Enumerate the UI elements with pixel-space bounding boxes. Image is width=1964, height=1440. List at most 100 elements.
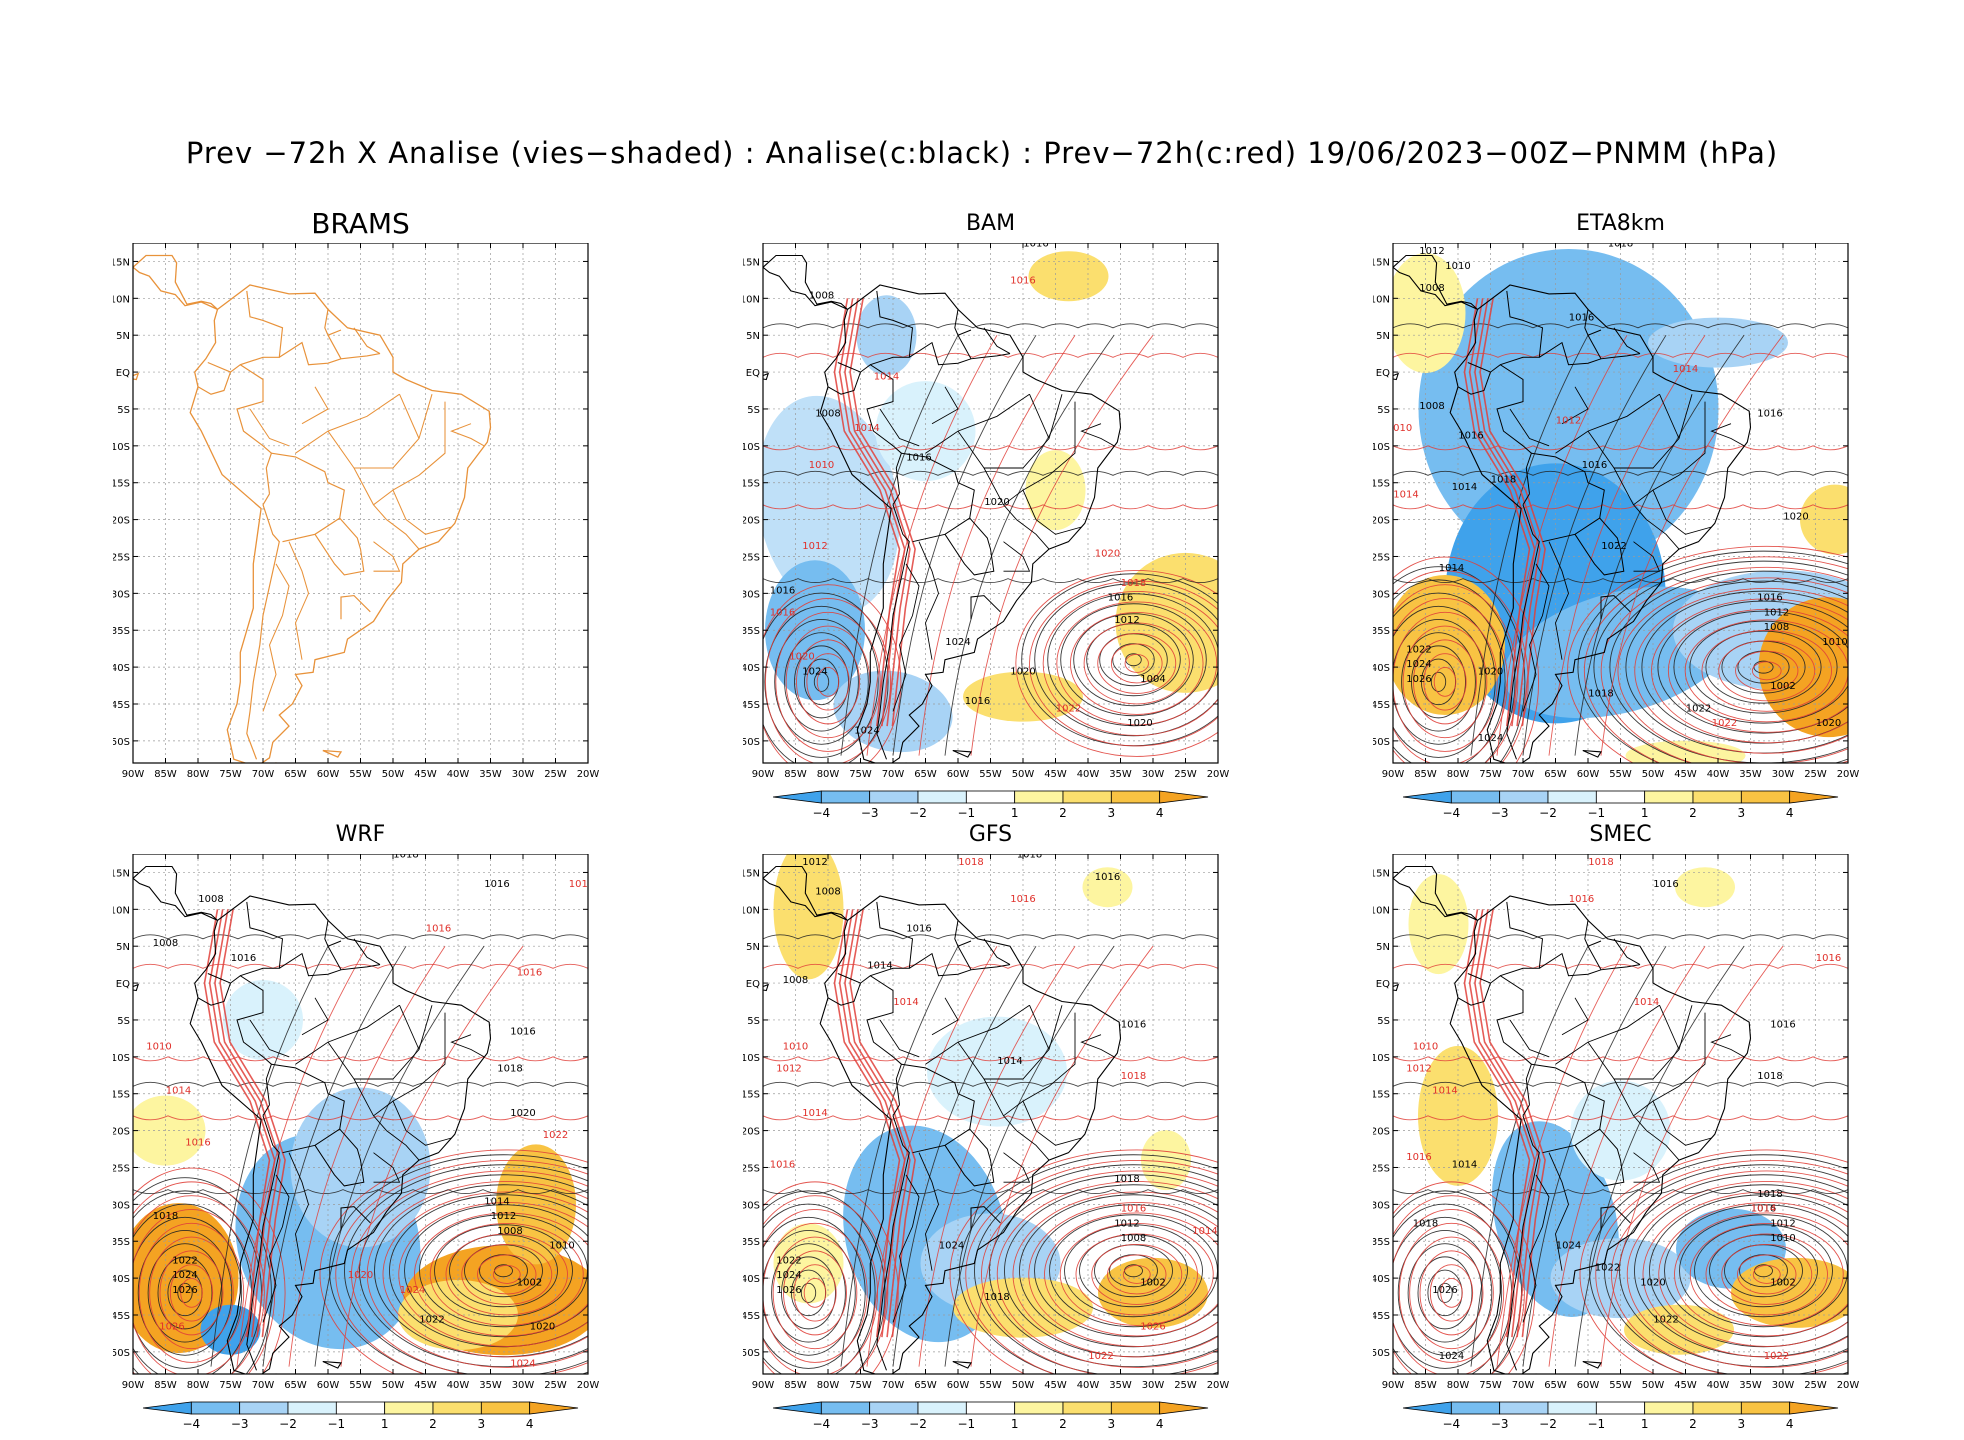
contour-label: 1010 xyxy=(1413,1041,1438,1052)
colorbar-label: −4 xyxy=(182,1417,200,1431)
country-border xyxy=(1467,973,1532,1105)
forecast-isobar-low xyxy=(1595,1160,1848,1374)
contour-label: 1024 xyxy=(1406,659,1431,670)
contour-label: 1026 xyxy=(172,1285,197,1296)
isobar xyxy=(1470,945,1589,1367)
coastline xyxy=(819,284,1122,763)
contour-label: 1022 xyxy=(1764,1351,1789,1362)
andes-contour xyxy=(208,909,276,1338)
state-border xyxy=(450,1034,485,1058)
forecast-isobar-high xyxy=(1393,570,1529,763)
contour-label: 1024 xyxy=(939,1241,964,1252)
map-brams: 15N 10N 5N EQ 5S 10S 15S 20S 25S 30S 35S 40S 45S 50S 9… xyxy=(113,243,599,780)
lat-tick-label: 10S xyxy=(113,442,130,453)
forecast-isobar-high xyxy=(1429,1264,1474,1322)
colorbar-swatch xyxy=(1692,1401,1742,1415)
analysis-isobar-low xyxy=(329,1154,588,1374)
coastline xyxy=(1449,895,1752,1374)
lat-tick-label: 5N xyxy=(1376,942,1390,953)
isobar xyxy=(763,445,1218,451)
contour-label: 1024 xyxy=(854,725,879,736)
lon-tick-label: 35W xyxy=(1739,1380,1762,1391)
contour-label: 1024 xyxy=(172,1270,197,1281)
forecast-isobar-low xyxy=(492,1264,521,1284)
lat-tick-label: 45S xyxy=(113,1311,130,1322)
contour-label: 1018 xyxy=(1121,1071,1146,1082)
country-border xyxy=(957,334,972,360)
contour-label: 1016 xyxy=(426,923,451,934)
colorbar-label: 1 xyxy=(1011,806,1019,820)
contour-label: 1016 xyxy=(1121,1019,1146,1030)
lon-tick-label: 65W xyxy=(1544,1380,1567,1391)
coastline xyxy=(189,895,492,1374)
lon-tick-label: 30W xyxy=(1772,769,1795,780)
contour-label: 1014 xyxy=(802,1108,827,1119)
forecast-isobar-low xyxy=(1684,619,1848,723)
analysis-isobar-low xyxy=(1060,603,1207,717)
colorbar-label: −4 xyxy=(1442,806,1460,820)
lon-tick-label: 60W xyxy=(1577,1380,1600,1391)
lat-tick-label: 25S xyxy=(743,552,760,563)
island xyxy=(1393,983,1400,992)
state-border xyxy=(1678,401,1706,476)
state-border xyxy=(1652,1100,1712,1146)
analysis-isobar-high xyxy=(784,632,859,732)
lat-tick-label: 45S xyxy=(113,700,130,711)
contour-label: 1010 xyxy=(1822,637,1847,648)
colorbar-label: 4 xyxy=(1156,1417,1164,1431)
lat-tick-label: 15S xyxy=(743,479,760,490)
forecast-isobar-high xyxy=(763,1209,878,1374)
forecast-isobar-low xyxy=(445,1233,568,1316)
state-border xyxy=(1548,1152,1569,1271)
forecast-isobar-high xyxy=(1393,611,1498,752)
map-gfs: 1012 1018 1018 1016 1008 1016 1016 1014 1008 1014… xyxy=(743,854,1229,1391)
country-border xyxy=(837,973,902,1105)
state-border xyxy=(373,1085,420,1117)
colorbar-swatch xyxy=(1159,1401,1209,1415)
contour-label: 1016 xyxy=(1023,243,1048,250)
lon-tick-label: 55W xyxy=(349,769,372,780)
contour-label: 1020 xyxy=(1816,718,1841,729)
forecast-isobar-low xyxy=(1097,632,1177,694)
state-border xyxy=(418,1012,446,1087)
state-border xyxy=(1509,408,1550,447)
lat-tick-label: 15N xyxy=(113,868,130,879)
isobar xyxy=(1522,945,1667,1367)
contour-label: 1008 xyxy=(783,975,808,986)
country-border xyxy=(909,341,1011,366)
coastline xyxy=(1449,284,1752,763)
lon-tick-label: 25W xyxy=(544,769,567,780)
lat-tick-label: 5S xyxy=(1377,1016,1390,1027)
contour-label: 1018 xyxy=(1413,1218,1438,1229)
lon-tick-label: 40W xyxy=(447,1380,470,1391)
lon-tick-label: 50W xyxy=(1642,1380,1665,1391)
panel-title-eta8km: ETA8km xyxy=(1576,211,1665,236)
analysis-isobar-low xyxy=(1619,1174,1848,1368)
main-title: Prev −72h X Analise (vies−shaded) : Anal… xyxy=(185,136,1779,170)
analysis-isobar-high xyxy=(1417,1256,1473,1330)
colorbar-swatch xyxy=(1547,790,1597,804)
forecast-isobar-low xyxy=(1059,1222,1214,1326)
state-border xyxy=(249,408,290,447)
map-bam: 1016 1016 1008 1014 1008 1014 1010 1016 1020 1012… xyxy=(743,243,1229,780)
isobar xyxy=(1574,945,1745,1367)
isobar xyxy=(970,334,1154,756)
lat-tick-label: 30S xyxy=(113,1200,130,1211)
lat-tick-label: 35S xyxy=(113,1237,130,1248)
analysis-isobar-high xyxy=(1393,605,1496,758)
lon-tick-label: 25W xyxy=(1804,1380,1827,1391)
lat-tick-label: 5S xyxy=(117,405,130,416)
lat-tick-label: 35S xyxy=(113,626,130,637)
colorbar-swatch xyxy=(529,1401,579,1415)
forecast-isobar-high xyxy=(763,1222,868,1363)
colorbar-swatch xyxy=(1499,1401,1549,1415)
country-border xyxy=(271,452,345,543)
lat-tick-label: 30S xyxy=(113,589,130,600)
lon-tick-label: 40W xyxy=(447,769,470,780)
colorbar-swatch xyxy=(1110,790,1161,804)
analysis-isobar-high xyxy=(1393,592,1506,763)
analysis-isobar-high xyxy=(1393,1216,1503,1369)
isobar xyxy=(763,1056,1218,1062)
state-border xyxy=(1080,423,1115,447)
contour-label: 1014 xyxy=(1634,997,1659,1008)
